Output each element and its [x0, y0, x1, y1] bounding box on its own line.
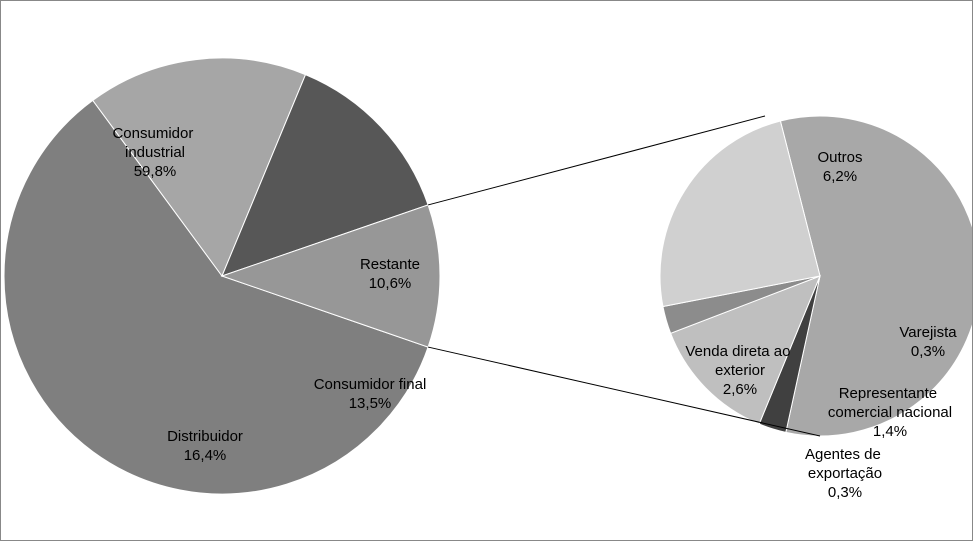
pie-slice — [779, 115, 972, 437]
slice-label: Varejista — [899, 324, 957, 341]
slice-label: Consumidor industrial — [112, 125, 197, 161]
label-line: comercial nacional — [828, 404, 952, 421]
value-label: 1,4% — [873, 423, 907, 440]
label-line: exportação — [808, 465, 882, 482]
connector-line — [427, 115, 766, 206]
label-line: Agentes de — [805, 446, 885, 463]
label-line: Outros — [817, 149, 862, 166]
label-line: Restante — [360, 256, 420, 273]
label-line: Consumidor — [112, 125, 197, 142]
value-label: 0,3% — [911, 343, 945, 360]
label-line: Venda direta ao — [685, 343, 794, 360]
value-label: 13,5% — [349, 395, 392, 412]
pie-slice — [221, 73, 429, 277]
plot-area: Consumidor industrial 59,8% Distribuidor 16… — [3, 57, 972, 501]
label-line: Varejista — [899, 324, 957, 341]
connector-line — [427, 346, 821, 437]
pie-slice — [659, 120, 821, 308]
pie-slice — [220, 204, 441, 348]
value-label: 59,8% — [134, 163, 177, 180]
pie-slice — [3, 99, 429, 495]
value-label: 10,6% — [369, 275, 412, 292]
slice-label: Venda direta ao exterior — [685, 343, 794, 379]
label-line: Representante — [839, 385, 942, 402]
slice-label: Outros — [817, 149, 862, 166]
pie-slice — [92, 57, 307, 278]
slice-label: Restante — [360, 256, 420, 273]
label-line: exterior — [715, 362, 765, 379]
value-label: 2,6% — [723, 381, 757, 398]
slice-label: Representante comercial nacional — [828, 385, 952, 421]
label-line: industrial — [125, 144, 185, 161]
label-line: Distribuidor — [167, 428, 243, 445]
slice-label: Consumidor final — [314, 376, 427, 393]
value-label: 16,4% — [184, 447, 227, 464]
slice-label: Agentes de exportação — [805, 446, 885, 482]
value-label: 6,2% — [823, 168, 857, 185]
slice-label: Distribuidor — [167, 428, 243, 445]
value-label: 0,3% — [828, 484, 862, 501]
label-line: Consumidor final — [314, 376, 427, 393]
